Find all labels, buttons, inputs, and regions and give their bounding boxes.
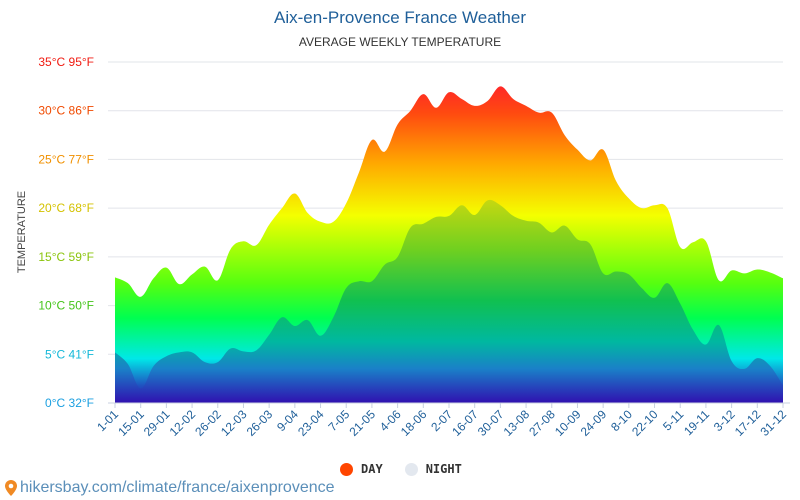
x-tick-label: 12-02 — [167, 407, 199, 439]
x-tick-label: 13-08 — [501, 407, 533, 439]
x-tick-label: 24-09 — [578, 407, 610, 439]
y-axis-label: TEMPERATURE — [16, 191, 28, 273]
source-link[interactable]: hikersbay.com/climate/france/aixenproven… — [4, 479, 335, 497]
legend: DAY NIGHT — [340, 462, 462, 476]
y-tick-label: 20°C 68°F — [38, 201, 94, 215]
source-link-text: hikersbay.com/climate/france/aixenproven… — [20, 479, 335, 496]
legend-label-day: DAY — [361, 462, 383, 476]
chart-title: Aix-en-Provence France Weather — [274, 8, 526, 27]
y-tick-label: 35°C 95°F — [38, 55, 94, 69]
temperature-chart: 0°C 32°F 5°C 41°F 10°C 50°F 15°C 59°F 20°C 6… — [16, 55, 790, 439]
x-tick-label: 26-03 — [244, 407, 276, 439]
legend-item-day[interactable]: DAY — [340, 462, 383, 476]
x-tick-label: 12-03 — [218, 407, 250, 439]
x-tick-label: 23-04 — [295, 407, 327, 439]
y-tick-label: 0°C 32°F — [45, 396, 94, 410]
x-tick-label: 17-12 — [732, 407, 764, 439]
x-tick-label: 15-01 — [115, 407, 147, 439]
x-tick-label: 31-12 — [758, 407, 790, 439]
day-dot-icon — [340, 462, 353, 476]
y-tick-label: 30°C 86°F — [38, 104, 94, 118]
night-dot-icon — [404, 462, 418, 476]
legend-label-night: NIGHT — [425, 462, 462, 476]
x-tick-label: 30-07 — [475, 407, 507, 439]
x-tick-label: 21-05 — [346, 407, 378, 439]
map-pin-icon — [5, 480, 17, 496]
x-tick-label: 22-10 — [629, 407, 661, 439]
y-tick-label: 25°C 77°F — [38, 152, 94, 166]
x-tick-label: 16-07 — [449, 407, 481, 439]
x-tick-label: 26-02 — [192, 407, 224, 439]
chart-subtitle: AVERAGE WEEKLY TEMPERATURE — [298, 35, 502, 49]
night-series-area — [115, 199, 783, 403]
y-tick-label: 15°C 59°F — [38, 250, 94, 264]
x-tick-label: 18-06 — [398, 407, 430, 439]
legend-item-night[interactable]: NIGHT — [404, 462, 462, 476]
x-tick-label: 29-01 — [141, 407, 173, 439]
x-tick-label: 27-08 — [526, 407, 558, 439]
x-tick-label: 10-09 — [552, 407, 584, 439]
y-tick-label: 10°C 50°F — [38, 299, 94, 313]
x-tick-label: 19-11 — [681, 407, 712, 438]
y-tick-label: 5°C 41°F — [45, 347, 94, 361]
